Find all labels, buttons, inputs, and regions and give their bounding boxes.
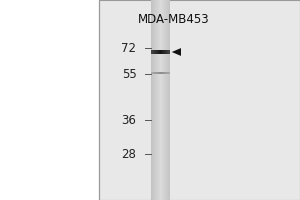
Bar bbox=[152, 72, 153, 74]
Bar bbox=[153, 72, 154, 74]
Bar bbox=[155, 0, 156, 200]
Bar bbox=[163, 50, 164, 54]
Bar bbox=[158, 72, 159, 74]
Bar bbox=[152, 50, 153, 54]
Bar bbox=[161, 72, 162, 74]
Text: 36: 36 bbox=[122, 114, 136, 127]
Bar bbox=[160, 0, 161, 200]
Bar bbox=[160, 72, 161, 74]
Bar bbox=[160, 50, 161, 54]
Bar bbox=[163, 72, 164, 74]
Bar bbox=[156, 50, 157, 54]
Bar bbox=[159, 72, 160, 74]
Bar bbox=[154, 0, 155, 200]
Bar bbox=[165, 0, 166, 200]
Text: 55: 55 bbox=[122, 68, 136, 80]
Bar bbox=[152, 0, 153, 200]
Bar bbox=[169, 72, 170, 74]
Bar bbox=[169, 0, 170, 200]
Bar bbox=[157, 0, 158, 200]
Bar bbox=[158, 0, 159, 200]
Polygon shape bbox=[172, 48, 181, 56]
Bar bbox=[163, 0, 164, 200]
Bar bbox=[99, 0, 300, 200]
Bar bbox=[157, 50, 158, 54]
Bar bbox=[161, 50, 162, 54]
Bar bbox=[164, 50, 165, 54]
Bar bbox=[165, 72, 166, 74]
Text: 28: 28 bbox=[122, 148, 136, 160]
Bar bbox=[154, 72, 155, 74]
Bar bbox=[169, 50, 170, 54]
Bar bbox=[168, 72, 169, 74]
Bar bbox=[157, 72, 158, 74]
Bar bbox=[153, 0, 154, 200]
Bar bbox=[155, 72, 156, 74]
Bar bbox=[151, 72, 152, 74]
Bar bbox=[169, 50, 170, 54]
Bar bbox=[155, 50, 156, 54]
Bar bbox=[160, 50, 161, 54]
Bar bbox=[153, 50, 154, 54]
Text: 72: 72 bbox=[122, 42, 136, 54]
Bar bbox=[168, 50, 169, 54]
Bar bbox=[167, 50, 168, 54]
Bar bbox=[156, 0, 157, 200]
Bar bbox=[169, 0, 170, 200]
Bar bbox=[159, 50, 160, 54]
Bar bbox=[161, 0, 162, 200]
Bar bbox=[167, 72, 168, 74]
Bar bbox=[151, 50, 152, 54]
Bar bbox=[154, 50, 155, 54]
Text: MDA-MB453: MDA-MB453 bbox=[138, 13, 210, 26]
Bar bbox=[162, 72, 163, 74]
Bar bbox=[156, 72, 157, 74]
Bar bbox=[160, 72, 161, 74]
Bar bbox=[160, 0, 161, 200]
Bar bbox=[162, 0, 163, 200]
Bar bbox=[164, 72, 165, 74]
Bar bbox=[162, 50, 163, 54]
Bar bbox=[165, 50, 166, 54]
Bar bbox=[151, 0, 152, 200]
Bar bbox=[164, 0, 165, 200]
Bar bbox=[159, 0, 160, 200]
Bar bbox=[169, 72, 170, 74]
Bar bbox=[167, 0, 168, 200]
Bar bbox=[158, 50, 159, 54]
Bar bbox=[168, 0, 169, 200]
